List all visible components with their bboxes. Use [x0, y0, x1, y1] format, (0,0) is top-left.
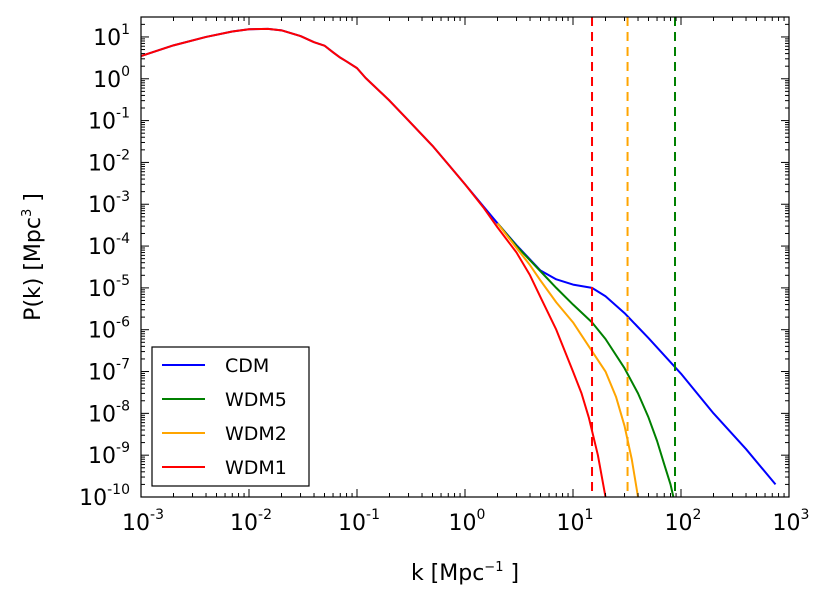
y-tick-label: 10-7	[88, 357, 130, 386]
y-tick-label: 10-10	[79, 482, 130, 511]
x-axis-label: k [Mpc−1 ]	[411, 560, 519, 586]
legend-label-wdm2: WDM2	[225, 423, 287, 445]
y-tick-label: 10-1	[88, 106, 130, 135]
y-tick-labels: 10-10 10-9 10-8 10-7 10-6 10-5 10-4 10-3 10-2 10-…	[79, 22, 130, 511]
y-axis-label: P(k) [Mpc3 ]	[20, 193, 46, 321]
y-tick-label: 10-8	[88, 398, 130, 427]
x-axis-label-end: ]	[503, 561, 519, 586]
legend-label-cdm: CDM	[225, 355, 269, 377]
y-axis-label-sup: 3	[20, 209, 35, 217]
series-line-wdm5	[496, 222, 675, 497]
series-line-wdm1	[141, 27, 607, 497]
legend-box	[151, 346, 310, 487]
x-tick-label: 102	[665, 507, 702, 536]
y-tick-label: 10-4	[88, 231, 130, 260]
x-tick-label: 101	[557, 507, 594, 536]
x-tick-label: 103	[773, 507, 810, 536]
x-tick-label: 100	[449, 507, 486, 536]
x-tick-labels: 10-3 10-2 10-1 100 101 102 103	[122, 507, 809, 536]
y-tick-label: 10-9	[88, 440, 130, 469]
y-tick-label: 100	[93, 64, 130, 93]
axis-ticks	[140, 16, 790, 498]
legend-label-wdm5: WDM5	[225, 389, 287, 411]
x-axis-label-sup: −1	[484, 560, 503, 575]
y-tick-label: 10-5	[88, 273, 130, 302]
x-tick-label: 10-1	[338, 507, 380, 536]
y-tick-label: 10-6	[88, 315, 130, 344]
x-tick-label: 10-3	[122, 507, 164, 536]
y-axis-label-end: ]	[21, 193, 46, 209]
x-tick-label: 10-2	[230, 507, 272, 536]
y-axis-label-main: P(k) [Mpc	[21, 217, 46, 321]
series-layer	[141, 27, 777, 497]
y-tick-label: 10-3	[88, 189, 130, 218]
series-line-wdm2	[496, 222, 640, 497]
reference-lines	[591, 17, 677, 497]
legend: CDM WDM5 WDM2 WDM1	[151, 346, 310, 487]
y-tick-label: 10-2	[88, 147, 130, 176]
x-axis-label-main: k [Mpc	[411, 561, 484, 586]
legend-label-wdm1: WDM1	[225, 457, 287, 479]
y-tick-label: 101	[93, 22, 130, 51]
